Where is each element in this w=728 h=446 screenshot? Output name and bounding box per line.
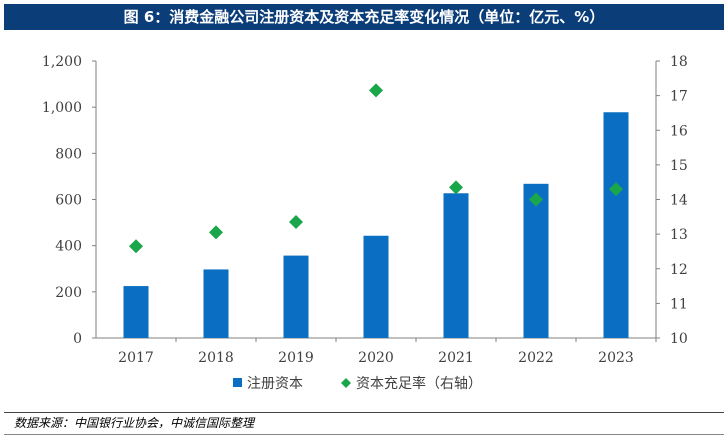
diamond-marker [369,83,383,98]
left-tick-label: 200 [55,285,82,301]
right-tick-label: 18 [670,54,688,70]
bar-series [123,112,629,339]
x-tick-label: 2020 [358,350,394,366]
right-tick-label: 11 [670,296,688,312]
x-tick-label: 2022 [518,350,554,366]
source-note: 数据来源：中国银行业协会，中诚信国际整理 [14,416,255,430]
x-tick-label: 2021 [438,350,474,366]
source-divider [4,412,724,413]
bar [203,269,229,338]
bar [123,286,149,338]
right-tick-label: 15 [670,158,688,174]
left-tick-label: 600 [55,193,82,209]
legend-label-marker: 资本充足率（右轴） [356,375,482,392]
bar [443,193,469,338]
left-tick-label: 400 [55,239,82,255]
bottom-divider [4,434,724,435]
diamond-marker [209,225,223,240]
left-tick-label: 1,200 [42,54,82,70]
legend: 注册资本 资本充足率（右轴） [233,375,482,392]
diamond-marker [609,182,623,197]
figure-title: 图 6：消费金融公司注册资本及资本充足率变化情况（单位：亿元、%） [4,4,724,30]
bar [283,255,309,338]
x-tick-label: 2023 [598,350,634,366]
right-tick-label: 10 [670,331,688,347]
right-tick-label: 16 [670,123,688,139]
right-tick-label: 13 [670,227,688,243]
legend-swatch-marker [341,378,351,388]
legend-swatch-bar [233,378,242,387]
bar [603,112,629,339]
bar [363,235,389,338]
left-tick-label: 0 [73,331,82,347]
diamond-marker [529,192,543,207]
left-tick-label: 1,000 [42,100,82,116]
chart-axes [92,60,660,342]
bar [523,183,549,338]
left-tick-label: 800 [55,146,82,162]
x-tick-label: 2018 [198,350,234,366]
tick-labels: 0 200 400 600 800 1,000 1,200 10 11 12 13 14 15 16 17 1… [42,54,688,366]
legend-label-bar: 注册资本 [247,376,303,392]
x-tick-label: 2019 [278,350,314,366]
right-tick-label: 12 [670,262,688,278]
right-tick-label: 14 [670,193,688,209]
diamond-marker [449,180,463,195]
diamond-marker [129,239,143,254]
right-tick-label: 17 [670,89,688,105]
marker-series [129,83,623,254]
x-tick-label: 2017 [118,350,154,366]
diamond-marker [289,215,303,230]
